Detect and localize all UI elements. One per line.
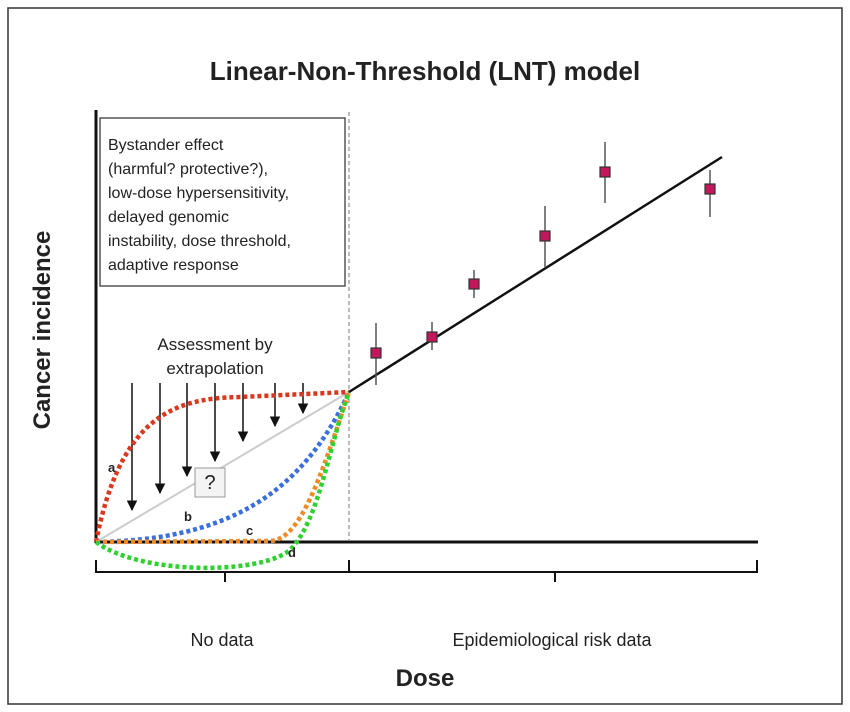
note-line: adaptive response [108,257,239,274]
assessment-line: Assessment by [157,335,273,354]
braces [95,560,758,582]
x-axis-label: Dose [396,665,455,692]
note-line: low-dose hypersensitivity, [108,185,289,202]
note-line: Bystander effect [108,137,224,154]
curve-a [93,389,350,543]
y-axis-label: Cancer incidence [29,231,56,430]
points [370,166,716,359]
question-mark: ? [204,472,215,494]
brace [95,560,758,573]
curve-label: c [246,523,253,538]
point [468,278,480,290]
curve-labels: a b c d [108,460,296,560]
region-label: Epidemiological risk data [452,630,652,650]
frame [7,7,843,705]
point [539,230,551,242]
region-label: No data [190,630,254,650]
note-box [99,117,346,287]
curve-label: a [108,460,116,475]
curve-label: b [184,509,192,524]
point [599,166,611,178]
point [704,183,716,195]
arrows [126,383,309,512]
extrapolation-line [95,391,350,543]
curves [93,389,352,571]
risk-line [348,155,723,394]
curve-d [94,391,352,571]
title: Linear-Non-Threshold (LNT) model [210,56,640,86]
point [370,347,382,359]
note-line: instability, dose threshold, [108,233,291,250]
question-box [194,467,226,498]
note-text: Bystander effect (harmful? protective?),… [108,137,291,274]
curve-label: d [288,545,296,560]
point [426,331,438,343]
note-line: (harmful? protective?), [108,161,268,178]
assessment-line: extrapolation [166,359,263,378]
curve-b [95,391,352,545]
note-line: delayed genomic [108,209,229,226]
